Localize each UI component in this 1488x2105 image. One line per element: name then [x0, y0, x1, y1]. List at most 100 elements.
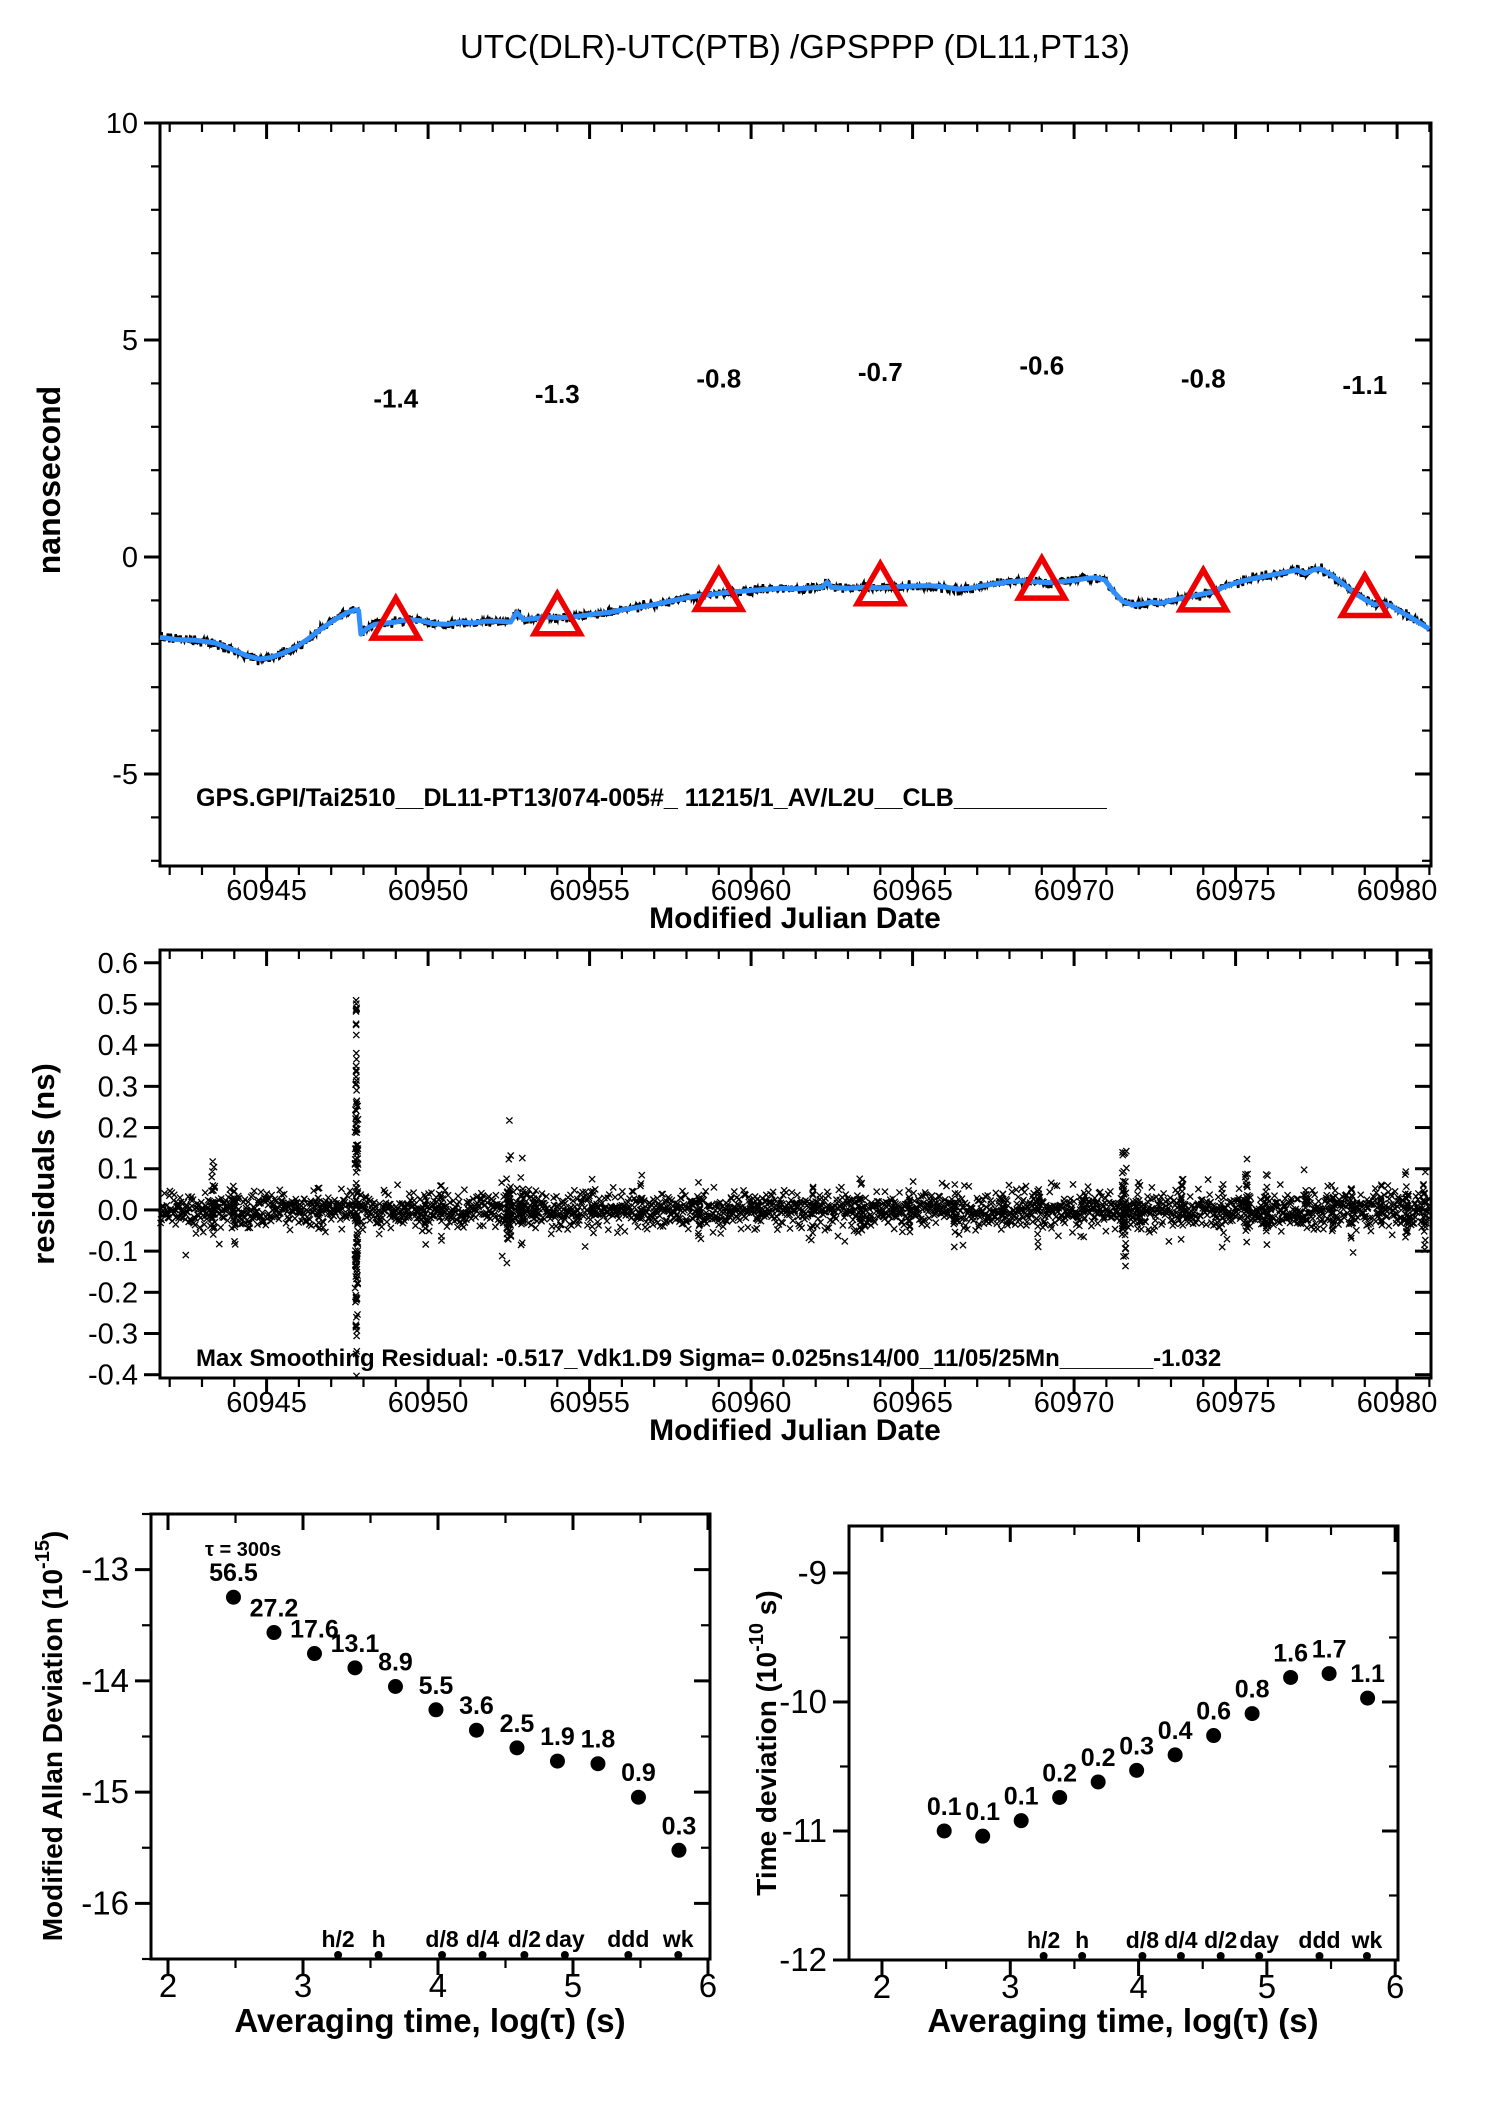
- mdev-point-value-label: 1.8: [581, 1726, 616, 1754]
- mdev-tau-marker-label: d/2: [508, 1926, 541, 1952]
- phase-panel-x-tick-label: 60980: [1357, 875, 1438, 907]
- mdev-tau-marker-label: day: [545, 1926, 585, 1952]
- mdev-point-value-label: 1.9: [540, 1723, 575, 1751]
- tdev-tau-marker-dot: [1255, 1952, 1264, 1960]
- calibration-triangle: [1014, 552, 1070, 601]
- mdev-panel-y-tick-label: -16: [81, 1884, 129, 1921]
- residuals-panel-x-tick-label: 60980: [1357, 1387, 1438, 1419]
- mdev-tau-marker-label: wk: [662, 1926, 694, 1952]
- tdev-tau-marker-label: wk: [1351, 1927, 1383, 1953]
- calibration-triangle: [529, 588, 586, 637]
- mdev-point: [630, 1789, 646, 1805]
- phase-smoothed-series: [159, 566, 1431, 662]
- tdev-panel-x-tick-label: 6: [1386, 1968, 1404, 2005]
- residuals-panel-y-tick-label: -0.4: [88, 1360, 138, 1392]
- residuals-panel-frame: [158, 948, 1433, 1380]
- tdev-point: [1167, 1747, 1183, 1763]
- mdev-tau-marker-dot: [560, 1951, 569, 1959]
- tdev-point-value-label: 1.1: [1350, 1660, 1385, 1688]
- residuals-panel-y-tick-label: -0.3: [88, 1319, 138, 1351]
- phase-panel-x-tick-label: 60945: [226, 875, 307, 907]
- residuals-scatter: [157, 996, 1433, 1380]
- residuals-panel-x-tick-label: 60950: [388, 1387, 469, 1419]
- calibration-triangle: [691, 563, 747, 613]
- phase-panel-x-tick-label: 60965: [872, 875, 953, 907]
- phase-panel-frame: [158, 121, 1433, 868]
- mdev-point-value-label: 17.6: [290, 1616, 339, 1644]
- mdev-point: [671, 1842, 687, 1858]
- mdev-point: [468, 1722, 484, 1738]
- tdev-panel-y-tick-label: -12: [779, 1941, 827, 1978]
- phase-raw-series: [159, 562, 1431, 666]
- mdev-panel-y-tick-label: -15: [81, 1773, 129, 1810]
- residuals-panel-y-tick-label: 0.5: [98, 989, 138, 1021]
- mdev-tau-marker-label: h: [372, 1926, 386, 1952]
- residuals-panel-x-tick-label: 60970: [1034, 1387, 1115, 1419]
- residuals-panel-x-tick-label: 60945: [226, 1387, 307, 1419]
- phase-y-axis-title: nanosecond: [31, 386, 67, 574]
- tdev-panel-y-tick-label: -11: [782, 1812, 827, 1849]
- calibration-value-label: -1.3: [535, 379, 580, 409]
- axes-layer: [135, 121, 1433, 1976]
- tdev-point: [975, 1828, 991, 1844]
- mdev-tau-marker-label: h/2: [321, 1926, 354, 1952]
- tdev-tau-marker-label: ddd: [1298, 1927, 1340, 1953]
- tdev-point: [1244, 1706, 1260, 1722]
- mdev-panel-y-tick-label: -14: [81, 1662, 129, 1699]
- phase-config-annotation: GPS.GPI/Tai2510__DL11-PT13/074-005#_ 112…: [196, 784, 1108, 812]
- mdev-point-value-label: 0.9: [621, 1759, 656, 1787]
- calibration-value-label: -1.1: [1342, 370, 1387, 400]
- tdev-point-value-label: 1.7: [1312, 1636, 1347, 1664]
- data-layer: [157, 552, 1433, 1960]
- tdev-tau-marker-dot: [1078, 1952, 1087, 1960]
- tdev-point-value-label: 0.3: [1119, 1732, 1154, 1760]
- mdev-point-value-label: 0.3: [662, 1812, 697, 1840]
- residuals-panel-y-tick-label: 0.4: [98, 1030, 138, 1062]
- phase-x-axis-title: Modified Julian Date: [649, 902, 941, 935]
- tdev-point: [1321, 1666, 1337, 1682]
- tdev-tau-marker-dot: [1315, 1952, 1324, 1960]
- mdev-point-value-label: 27.2: [250, 1595, 299, 1623]
- tdev-point: [1206, 1728, 1222, 1744]
- mdev-tau-marker-dot: [478, 1951, 487, 1959]
- residuals-panel-y-tick-label: 0.1: [98, 1154, 138, 1186]
- mdev-tau-marker-label: ddd: [607, 1926, 649, 1952]
- calibration-triangle: [1175, 564, 1232, 613]
- mdev-point-value-label: 3.6: [459, 1692, 494, 1720]
- residuals-panel-y-tick-label: 0.3: [98, 1071, 138, 1103]
- calibration-triangle: [852, 558, 909, 607]
- phase-panel-x-tick-label: 60975: [1195, 875, 1276, 907]
- calibration-value-label: -0.6: [1019, 351, 1064, 381]
- calibration-triangle: [1337, 570, 1393, 619]
- mdev-point: [347, 1660, 363, 1676]
- residuals-panel-x-tick-label: 60960: [711, 1387, 792, 1419]
- mdev-point-value-label: 2.5: [500, 1710, 535, 1738]
- mdev-tau-marker-label: d/4: [466, 1926, 499, 1952]
- tdev-tau-marker-label: d/8: [1126, 1927, 1159, 1953]
- tdev-tau-marker-dot: [1176, 1952, 1185, 1960]
- tdev-tau-marker-label: d/4: [1164, 1927, 1197, 1953]
- mdev-panel-x-tick-label: 3: [294, 1967, 312, 2004]
- mdev-point-value-label: 56.5: [209, 1559, 258, 1587]
- residuals-stats-annotation: Max Smoothing Residual: -0.517_Vdk1.D9 S…: [196, 1345, 1221, 1372]
- tdev-panel-x-tick-label: 3: [1001, 1968, 1019, 2005]
- calibration-value-label: -0.7: [858, 357, 903, 387]
- tdev-panel-x-tick-label: 4: [1129, 1968, 1147, 2005]
- tdev-point: [1283, 1669, 1299, 1685]
- tdev-tau-marker-dot: [1138, 1952, 1147, 1960]
- mdev-point: [387, 1679, 403, 1695]
- phase-panel-y-tick-label: 0: [122, 542, 138, 574]
- residuals-panel-y-tick-label: -0.1: [88, 1236, 138, 1268]
- residuals-x-axis-title: Modified Julian Date: [649, 1414, 941, 1447]
- tdev-tau-marker-dot: [1216, 1952, 1225, 1960]
- tdev-panel-y-tick-label: -9: [798, 1554, 827, 1591]
- mdev-tau-marker-dot: [374, 1951, 383, 1959]
- residuals-panel-x-tick-label: 60955: [549, 1387, 630, 1419]
- phase-panel-x-tick-label: 60950: [388, 875, 469, 907]
- tdev-panel-x-tick-label: 5: [1258, 1968, 1276, 2005]
- mdev-panel-y-tick-label: -13: [81, 1551, 129, 1588]
- phase-panel-y-tick-label: 10: [106, 108, 138, 140]
- tdev-point: [1360, 1690, 1376, 1706]
- tdev-tau-marker-dot: [1362, 1952, 1371, 1960]
